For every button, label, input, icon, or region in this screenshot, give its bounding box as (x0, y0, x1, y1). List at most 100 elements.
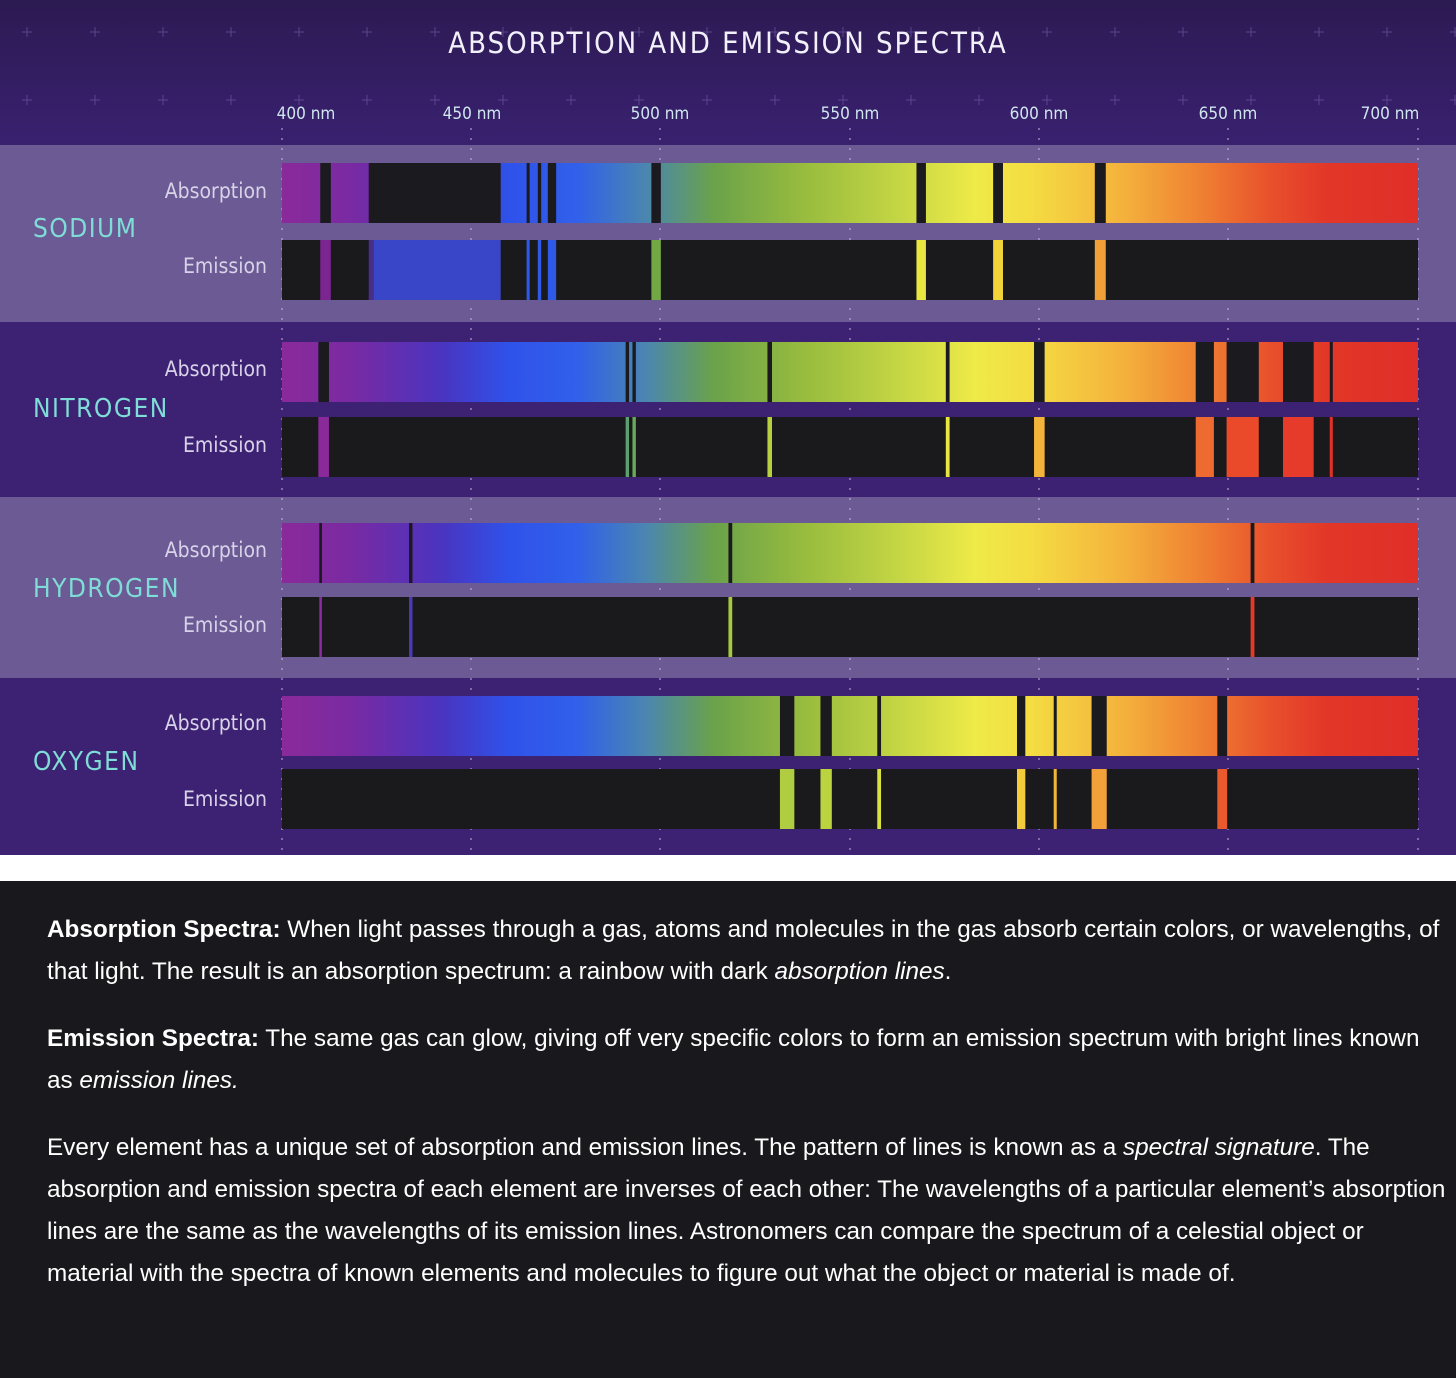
sodium-absorption-line-7 (916, 163, 926, 223)
signature-paragraph: Every element has a unique set of absorp… (47, 1127, 1447, 1295)
oxygen-absorption-line-2 (877, 696, 882, 756)
sodium-emission-line-3 (526, 240, 530, 300)
oxygen-absorption-spectrum (282, 696, 1418, 756)
spectral-signature-term: spectral signature (1122, 1134, 1315, 1161)
hydrogen-absorption-line-1 (409, 523, 413, 583)
hydrogen-absorption-line-0 (319, 523, 322, 583)
oxygen-emission-spectrum (282, 769, 1418, 829)
oxygen-emission-line-2 (877, 769, 882, 829)
nitrogen-absorption-line-0 (318, 342, 329, 402)
nitrogen-absorption-line-3 (767, 342, 772, 402)
sodium-absorption-line-9 (1094, 163, 1106, 223)
oxygen-absorption-line-0 (779, 696, 795, 756)
oxygen-emission-line-5 (1091, 769, 1107, 829)
oxygen-emission-line-6 (1217, 769, 1228, 829)
sodium-emission-line-2 (373, 240, 501, 300)
tick-label-650-nm: 650 nm (1198, 104, 1258, 124)
sodium-absorption-line-1 (368, 163, 378, 223)
oxygen-absorption-line-1 (820, 696, 832, 756)
figure-title: ABSORPTION AND EMISSION SPECTRA (448, 26, 1008, 60)
oxygen-emission-line-3 (1016, 769, 1026, 829)
hydrogen-emission-spectrum (282, 597, 1418, 657)
oxygen-absorption-line-4 (1053, 696, 1057, 756)
nitrogen-emission-line-0 (318, 417, 329, 477)
nitrogen-emission-line-5 (1034, 417, 1045, 477)
oxygen-emission-line-1 (820, 769, 832, 829)
absorption-lines-term: absorption lines (774, 958, 945, 985)
nitrogen-emission-line-8 (1283, 417, 1314, 477)
oxygen-absorption-label: Absorption (164, 711, 267, 735)
sodium-absorption-line-0 (320, 163, 331, 223)
oxygen-absorption-line-5 (1091, 696, 1107, 756)
sodium-emission-line-1 (368, 240, 378, 300)
nitrogen-absorption-line-5 (1034, 342, 1045, 402)
oxygen-absorption-line-6 (1217, 696, 1228, 756)
emission-lines-term: emission lines. (79, 1067, 239, 1094)
emission-text: The same gas can glow, giving off very s… (47, 1025, 1420, 1094)
sodium-emission-line-8 (993, 240, 1003, 300)
nitrogen-emission-line-2 (632, 417, 636, 477)
hydrogen-absorption-label: Absorption (164, 538, 267, 562)
sodium-absorption-line-6 (651, 163, 661, 223)
sodium-emission-line-4 (537, 240, 542, 300)
hydrogen-absorption-spectrum (282, 523, 1418, 583)
sodium-emission-line-5 (547, 240, 557, 300)
sodium-emission-label: Emission (182, 254, 267, 278)
tick-label-450-nm: 450 nm (442, 104, 502, 124)
emission-paragraph: Emission Spectra: The same gas can glow,… (47, 1018, 1447, 1102)
sodium-emission-line-0 (320, 240, 331, 300)
nitrogen-emission-line-6 (1195, 417, 1214, 477)
nitrogen-absorption-line-9 (1329, 342, 1333, 402)
header-grid-pattern (0, 0, 1456, 145)
oxygen-emission-line-0 (779, 769, 795, 829)
hydrogen-emission-line-0 (319, 597, 322, 657)
absorption-text: When light passes through a gas, atoms a… (47, 916, 1440, 985)
element-name-sodium: SODIUM (33, 214, 138, 244)
signature-text: Every element has a unique set of absorp… (47, 1134, 1123, 1161)
spectra-figure: ABSORPTION AND EMISSION SPECTRA 400 nm 45… (0, 0, 1456, 855)
element-name-nitrogen: NITROGEN (33, 394, 169, 424)
nitrogen-absorption-line-6 (1195, 342, 1214, 402)
oxygen-emission-line-4 (1053, 769, 1057, 829)
sodium-emission-line-9 (1094, 240, 1106, 300)
hydrogen-emission-line-1 (409, 597, 413, 657)
absorption-paragraph: Absorption Spectra: When light passes th… (47, 909, 1447, 993)
description-panel: Absorption Spectra: When light passes th… (0, 881, 1456, 1378)
nitrogen-emission-line-3 (767, 417, 772, 477)
nitrogen-emission-line-4 (945, 417, 950, 477)
nitrogen-absorption-line-8 (1283, 342, 1314, 402)
divider-gap (0, 855, 1456, 881)
nitrogen-emission-line-9 (1329, 417, 1333, 477)
sodium-absorption-line-4 (537, 163, 542, 223)
tick-label-550-nm: 550 nm (820, 104, 880, 124)
nitrogen-emission-line-1 (625, 417, 630, 477)
hydrogen-absorption-line-3 (1250, 523, 1255, 583)
sodium-absorption-line-8 (993, 163, 1003, 223)
element-name-hydrogen: HYDROGEN (33, 574, 180, 604)
nitrogen-absorption-line-1 (625, 342, 630, 402)
sodium-absorption-label: Absorption (164, 179, 267, 203)
sodium-absorption-line-3 (526, 163, 530, 223)
nitrogen-absorption-label: Absorption (164, 357, 267, 381)
oxygen-emission-label: Emission (182, 787, 267, 811)
tick-label-600-nm: 600 nm (1009, 104, 1069, 124)
nitrogen-absorption-line-4 (945, 342, 950, 402)
signature-rest: . The absorption and emission spectra of… (47, 1134, 1446, 1287)
sodium-absorption-line-5 (547, 163, 557, 223)
spectra-plot (0, 0, 1456, 855)
nitrogen-absorption-line-2 (632, 342, 636, 402)
hydrogen-emission-label: Emission (182, 613, 267, 637)
sodium-emission-line-6 (651, 240, 661, 300)
absorption-term: Absorption Spectra: (47, 916, 281, 943)
hydrogen-emission-line-2 (728, 597, 733, 657)
tick-label-500-nm: 500 nm (630, 104, 690, 124)
oxygen-absorption-line-3 (1016, 696, 1026, 756)
nitrogen-emission-line-7 (1226, 417, 1259, 477)
sodium-absorption-line-2 (373, 163, 501, 223)
spectra-bars (282, 163, 1418, 829)
tick-label-700-nm: 700 nm (1360, 104, 1420, 124)
nitrogen-absorption-line-7 (1226, 342, 1259, 402)
nitrogen-emission-label: Emission (182, 433, 267, 457)
emission-term: Emission Spectra: (47, 1025, 259, 1052)
absorption-end: . (944, 958, 952, 985)
